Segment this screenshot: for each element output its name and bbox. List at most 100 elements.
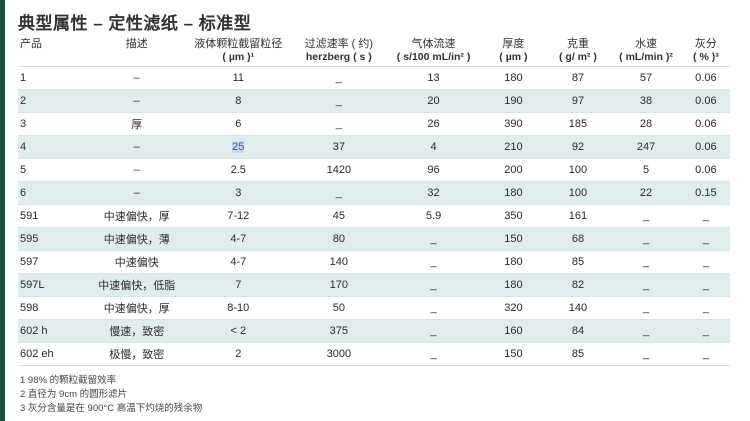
cell-air-flow: 4 xyxy=(385,135,482,159)
cell-product: 591 xyxy=(18,204,89,228)
cell-product: 598 xyxy=(18,296,89,320)
cell-thickness: 390 xyxy=(481,112,546,136)
table-row: 3 厚 6 _ 26 390 185 28 0.06 xyxy=(18,112,730,136)
cell-weight: 85 xyxy=(545,342,611,366)
cell-weight: 97 xyxy=(545,89,611,113)
cell-water-speed: 57 xyxy=(610,66,682,90)
left-accent-bar xyxy=(0,0,5,421)
cell-filtration-speed: _ xyxy=(291,89,386,113)
cell-filtration-speed: _ xyxy=(291,112,386,136)
cell-weight: 100 xyxy=(545,181,611,205)
cell-particle-retention: 2 xyxy=(184,342,292,366)
cell-filtration-speed: 45 xyxy=(291,204,386,228)
cell-thickness: 180 xyxy=(481,273,546,297)
cell-ash: 0.06 xyxy=(681,66,730,90)
cell-weight: 82 xyxy=(545,273,611,297)
cell-thickness: 160 xyxy=(481,319,546,343)
cell-water-speed: 5 xyxy=(610,158,682,182)
cell-description: 慢速，致密 xyxy=(88,319,185,343)
cell-description: 中速偏快，厚 xyxy=(88,296,185,320)
table-row: 6–3 _ 32 180 100 22 0.15 xyxy=(18,181,730,205)
cell-particle-retention: 6 xyxy=(184,112,292,136)
cell-description: 中速偏快，厚 xyxy=(88,204,185,228)
cell-product: 595 xyxy=(18,227,89,251)
cell-particle-retention: 25 xyxy=(184,135,292,159)
page-title: 典型属性 – 定性滤纸 – 标准型 xyxy=(18,14,252,33)
header-filtration-speed: 过滤速率 ( 约) herzberg ( s ) xyxy=(304,38,374,63)
cell-air-flow: _ xyxy=(385,273,482,297)
cell-water-speed: _ xyxy=(610,342,682,366)
table-row: 4–25 37 4 210 92 247 0.06 xyxy=(18,135,730,159)
footnote-3: 3 灰分含量是在 900°C 高温下灼烧的残余物 xyxy=(20,403,203,414)
cell-weight: 68 xyxy=(545,227,611,251)
cell-weight: 161 xyxy=(545,204,611,228)
cell-water-speed: 38 xyxy=(610,89,682,113)
cell-ash: _ xyxy=(681,227,730,251)
cell-description: 中速偏快 xyxy=(88,250,185,274)
cell-ash: 0.06 xyxy=(681,158,730,182)
table-row: 597 中速偏快 4-7 140 _ 180 85 _ _ xyxy=(18,250,730,274)
table-row: 602 h 慢速，致密 < 2 375 _ 160 84 _ _ xyxy=(18,319,730,343)
cell-product: 2 xyxy=(18,89,89,113)
cell-product: 602 eh xyxy=(18,342,89,366)
cell-product: 602 h xyxy=(18,319,89,343)
cell-filtration-speed: 170 xyxy=(291,273,386,297)
cell-product: 6 xyxy=(18,181,89,205)
table-header-row: 产品 描述 液体颗粒截留粒径( µm )¹ 过滤速率 ( 约) herzberg … xyxy=(18,38,730,67)
cell-thickness: 210 xyxy=(481,135,546,159)
table-row: 598 中速偏快，厚 8-10 50 _ 320 140 _ _ xyxy=(18,296,730,320)
table-row: 591 中速偏快，厚 7-12 45 5.9 350 161 _ _ xyxy=(18,204,730,228)
cell-thickness: 200 xyxy=(481,158,546,182)
footnote-1: 1 98% 的颗粒截留效率 xyxy=(20,375,117,386)
table-row: 2–8 _ 20 190 97 38 0.06 xyxy=(18,89,730,113)
header-weight: 克重( g/ m² ) xyxy=(559,38,597,63)
cell-filtration-speed: _ xyxy=(291,66,386,90)
table-row: 1–11 _ 13 180 87 57 0.06 xyxy=(18,66,730,90)
cell-ash: _ xyxy=(681,250,730,274)
cell-thickness: 180 xyxy=(481,250,546,274)
header-ash: 灰分( % )³ xyxy=(693,38,719,63)
cell-particle-retention: 4-7 xyxy=(184,250,292,274)
cell-weight: 92 xyxy=(545,135,611,159)
cell-particle-retention: 7 xyxy=(184,273,292,297)
cell-description: 极慢，致密 xyxy=(88,342,185,366)
cell-air-flow: 13 xyxy=(385,66,482,90)
header-thickness: 厚度( µm ) xyxy=(499,38,528,63)
cell-water-speed: _ xyxy=(610,319,682,343)
cell-thickness: 180 xyxy=(481,66,546,90)
table-row: 602 eh 极慢，致密 2 3000 _ 150 85 _ _ xyxy=(18,342,730,366)
cell-description: – xyxy=(88,66,185,90)
cell-ash: _ xyxy=(681,273,730,297)
cell-ash: 0.06 xyxy=(681,135,730,159)
cell-water-speed: _ xyxy=(610,204,682,228)
cell-ash: _ xyxy=(681,296,730,320)
cell-weight: 84 xyxy=(545,319,611,343)
table-body: 1–11 _ 13 180 87 57 0.06 2–8 _ 20 190 97 38 0.06 3 厚 6 _ 2… xyxy=(18,66,730,366)
cell-product: 5 xyxy=(18,158,89,182)
cell-water-speed: _ xyxy=(610,227,682,251)
cell-air-flow: _ xyxy=(385,296,482,320)
cell-description: – xyxy=(88,158,185,182)
cell-thickness: 180 xyxy=(481,181,546,205)
cell-thickness: 320 xyxy=(481,296,546,320)
cell-description: – xyxy=(88,181,185,205)
cell-air-flow: 26 xyxy=(385,112,482,136)
cell-product: 3 xyxy=(18,112,89,136)
cell-filtration-speed: 37 xyxy=(291,135,386,159)
cell-description: 厚 xyxy=(88,112,185,136)
cell-filtration-speed: _ xyxy=(291,181,386,205)
cell-particle-retention: 4-7 xyxy=(184,227,292,251)
cell-product: 4 xyxy=(18,135,89,159)
cell-air-flow: 32 xyxy=(385,181,482,205)
table-row: 597L 中速偏快，低脂 7 170 _ 180 82 _ _ xyxy=(18,273,730,297)
cell-ash: 0.06 xyxy=(681,89,730,113)
cell-thickness: 150 xyxy=(481,342,546,366)
table-row: 5–2.5 1420 96 200 100 5 0.06 xyxy=(18,158,730,182)
cell-air-flow: _ xyxy=(385,227,482,251)
cell-particle-retention: < 2 xyxy=(184,319,292,343)
cell-ash: _ xyxy=(681,342,730,366)
header-particle-retention: 液体颗粒截留粒径( µm )¹ xyxy=(194,38,283,63)
cell-particle-retention: 3 xyxy=(184,181,292,205)
properties-table: 产品 描述 液体颗粒截留粒径( µm )¹ 过滤速率 ( 约) herzberg … xyxy=(18,38,730,366)
cell-filtration-speed: 50 xyxy=(291,296,386,320)
